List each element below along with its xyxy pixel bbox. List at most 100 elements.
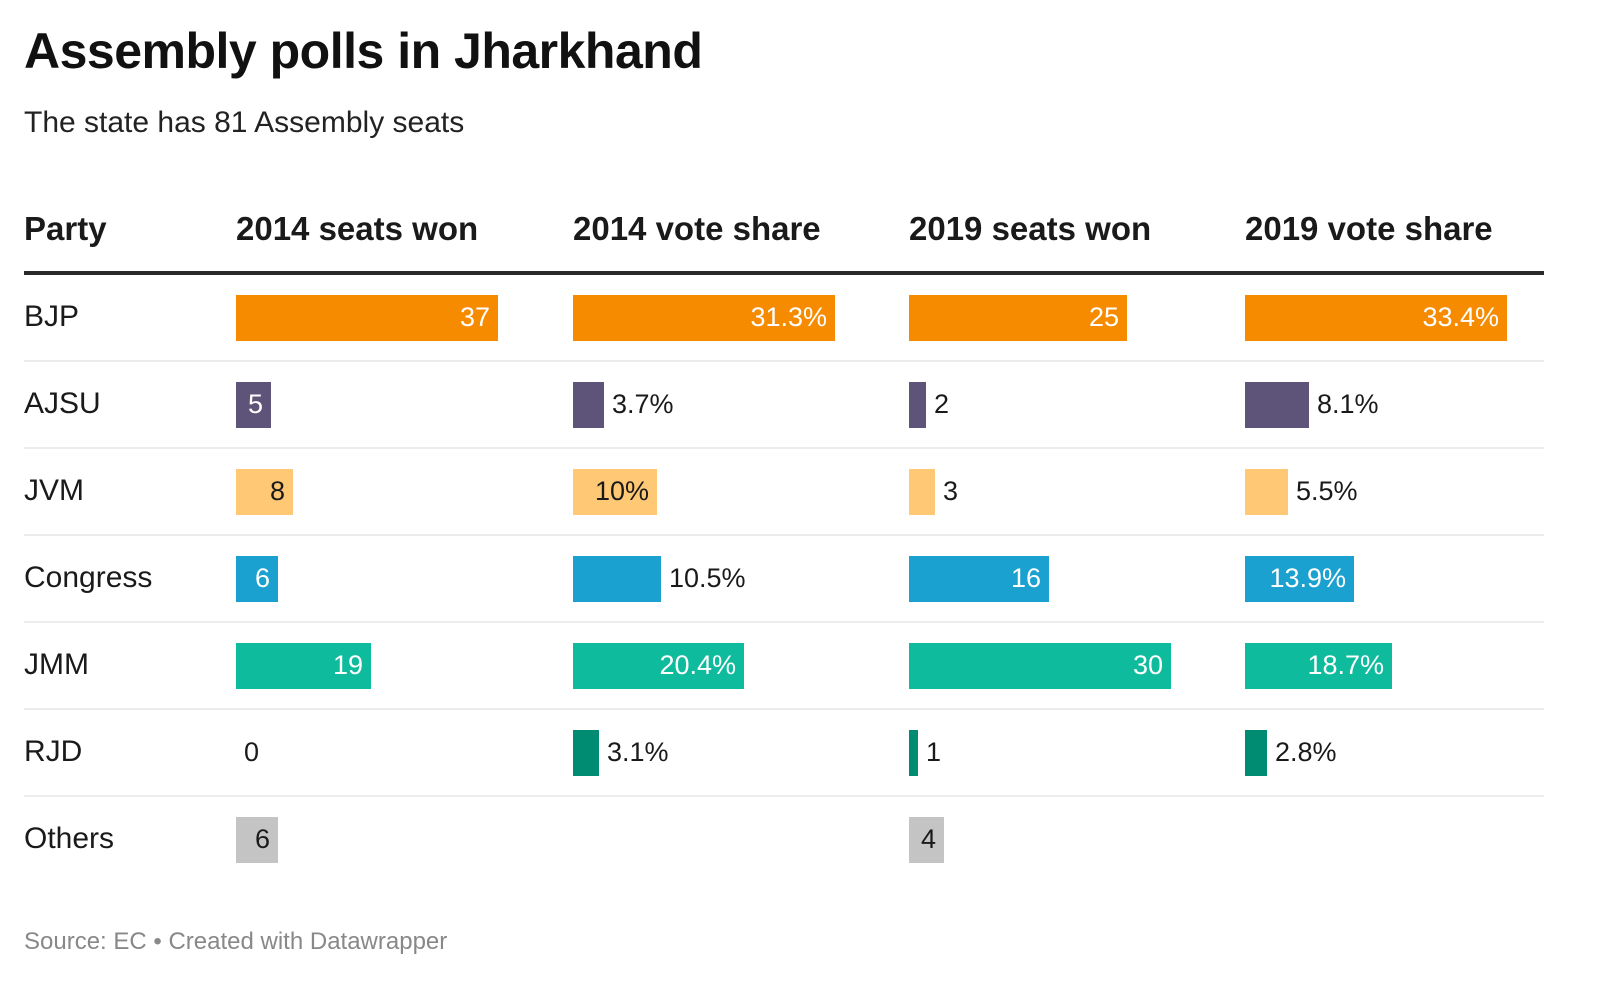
cell-seats-2014: 6 xyxy=(236,817,598,863)
cell-vote-2019: 2.8% xyxy=(1245,730,1600,776)
column-header-2014-vote-share: 2014 vote share xyxy=(573,210,821,247)
bar-congress-seats-2014 xyxy=(236,556,278,602)
bar-others-seats-2014 xyxy=(236,817,278,863)
value-label: 33.4% xyxy=(1422,302,1499,332)
chart-subtitle: The state has 81 Assembly seats xyxy=(24,106,465,139)
value-label: 5 xyxy=(247,389,263,419)
cell-vote-2014: 3.7% xyxy=(573,382,935,428)
bar-jmm-seats-2014 xyxy=(236,643,371,689)
cell-seats-2019: 1 xyxy=(909,730,1271,776)
value-label: 8 xyxy=(269,476,285,506)
table-row-congress: Congress 6 10.5% 16 13.9% xyxy=(24,536,1544,623)
table-row-jmm: JMM 19 20.4% 30 18.7% xyxy=(24,623,1544,710)
cell-seats-2019: 30 xyxy=(909,643,1271,689)
bar-congress-vote-2019 xyxy=(1245,556,1354,602)
cell-seats-2019: 16 xyxy=(909,556,1271,602)
value-label: 37 xyxy=(459,302,490,332)
cell-seats-2014: 37 xyxy=(236,295,598,341)
cell-vote-2014: 3.1% xyxy=(573,730,935,776)
cell-vote-2019: 13.9% xyxy=(1245,556,1600,602)
party-name: Others xyxy=(24,822,115,855)
cell-seats-2014: 5 xyxy=(236,382,598,428)
table-row-jvm: JVM 8 10% 3 5.5% xyxy=(24,449,1544,536)
column-header-2014-seats: 2014 seats won xyxy=(236,210,479,247)
cell-vote-2019: 33.4% xyxy=(1245,295,1600,341)
bar-jmm-vote-2019 xyxy=(1245,643,1392,689)
column-header-2019-vote-share: 2019 vote share xyxy=(1245,210,1493,247)
value-label: 2.8% xyxy=(1275,737,1337,767)
bar-jmm-vote-2014 xyxy=(573,643,744,689)
table-body: BJP 37 31.3% 25 33.4% AJSU 5 3.7% 2 8.1% JVM 8 10% 3 5… xyxy=(24,275,1544,882)
value-label: 16 xyxy=(1010,563,1041,593)
party-name: JVM xyxy=(24,474,84,507)
bar-ajsu-seats-2019 xyxy=(909,382,926,428)
party-name: Congress xyxy=(24,561,153,594)
value-label: 18.7% xyxy=(1307,650,1384,680)
cell-seats-2019: 4 xyxy=(909,817,1271,863)
bar-ajsu-vote-2019 xyxy=(1245,382,1309,428)
bar-bjp-seats-2019 xyxy=(909,295,1127,341)
bar-jvm-vote-2019 xyxy=(1245,469,1288,515)
bar-congress-vote-2014 xyxy=(573,556,661,602)
table-row-ajsu: AJSU 5 3.7% 2 8.1% xyxy=(24,362,1544,449)
bar-congress-seats-2019 xyxy=(909,556,1049,602)
bar-jvm-seats-2014 xyxy=(236,469,293,515)
bar-ajsu-seats-2014 xyxy=(236,382,271,428)
bar-ajsu-vote-2014 xyxy=(573,382,604,428)
value-label: 20.4% xyxy=(659,650,736,680)
party-name: JMM xyxy=(24,648,89,681)
value-label: 0 xyxy=(244,737,260,767)
cell-vote-2014: 31.3% xyxy=(573,295,935,341)
cell-vote-2019: 18.7% xyxy=(1245,643,1600,689)
cell-seats-2014: 0 xyxy=(236,730,598,776)
results-table: Party 2014 seats won 2014 vote share 201… xyxy=(24,205,1544,882)
bar-bjp-vote-2019 xyxy=(1245,295,1507,341)
value-label: 3 xyxy=(943,476,959,506)
cell-vote-2014: 10.5% xyxy=(573,556,935,602)
value-label: 3.7% xyxy=(612,389,674,419)
value-label: 1 xyxy=(926,737,942,767)
cell-seats-2014: 8 xyxy=(236,469,598,515)
value-label: 5.5% xyxy=(1296,476,1358,506)
cell-vote-2014: 20.4% xyxy=(573,643,935,689)
value-label: 10% xyxy=(594,476,649,506)
value-label: 8.1% xyxy=(1317,389,1379,419)
value-label: 6 xyxy=(254,563,270,593)
bar-rjd-vote-2019 xyxy=(1245,730,1267,776)
table-row-others: Others 6 4 xyxy=(24,797,1544,882)
bar-others-seats-2019 xyxy=(909,817,944,863)
party-name: AJSU xyxy=(24,387,101,420)
party-name: BJP xyxy=(24,300,80,333)
cell-vote-2014: 10% xyxy=(573,469,935,515)
bar-jvm-vote-2014 xyxy=(573,469,657,515)
value-label: 6 xyxy=(254,824,270,854)
value-label: 10.5% xyxy=(669,563,746,593)
table-header: Party 2014 seats won 2014 vote share 201… xyxy=(24,205,1544,275)
table-row-rjd: RJD 0 3.1% 1 2.8% xyxy=(24,710,1544,797)
bar-jmm-seats-2019 xyxy=(909,643,1171,689)
bar-bjp-vote-2014 xyxy=(573,295,835,341)
value-label: 30 xyxy=(1132,650,1163,680)
cell-vote-2019: 5.5% xyxy=(1245,469,1600,515)
bar-bjp-seats-2014 xyxy=(236,295,498,341)
cell-seats-2019: 25 xyxy=(909,295,1271,341)
cell-seats-2014: 19 xyxy=(236,643,598,689)
cell-seats-2019: 2 xyxy=(909,382,1271,428)
value-label: 25 xyxy=(1088,302,1119,332)
party-name: RJD xyxy=(24,735,83,768)
value-label: 31.3% xyxy=(750,302,827,332)
bar-rjd-vote-2014 xyxy=(573,730,599,776)
value-label: 4 xyxy=(920,824,936,854)
chart-title: Assembly polls in Jharkhand xyxy=(24,23,703,79)
cell-vote-2019: 8.1% xyxy=(1245,382,1600,428)
value-label: 13.9% xyxy=(1269,563,1346,593)
table-row-bjp: BJP 37 31.3% 25 33.4% xyxy=(24,275,1544,362)
column-header-2019-seats: 2019 seats won xyxy=(909,210,1152,247)
value-label: 2 xyxy=(934,389,950,419)
value-label: 19 xyxy=(332,650,363,680)
cell-seats-2019: 3 xyxy=(909,469,1271,515)
bar-jvm-seats-2019 xyxy=(909,469,935,515)
source-credit: Source: EC • Created with Datawrapper xyxy=(24,928,448,955)
column-header-party: Party xyxy=(24,210,107,247)
value-label: 3.1% xyxy=(607,737,669,767)
